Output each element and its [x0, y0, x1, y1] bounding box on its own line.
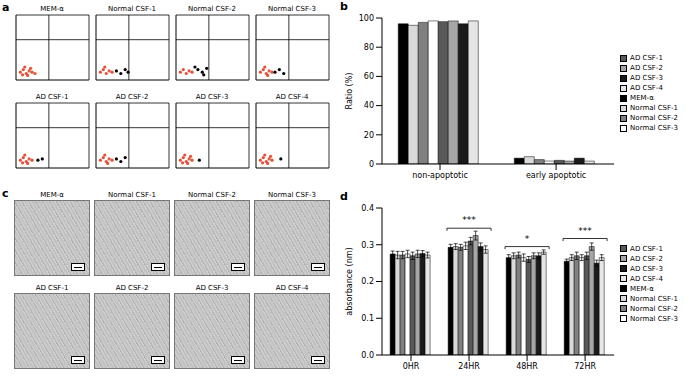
svg-text:non-apoptotic: non-apoptotic [412, 171, 468, 180]
html-text:AD CSF-4: AD CSF-4 [275, 93, 309, 101]
html-text:MEM-α: MEM-α [40, 5, 64, 13]
html-text:Normal CSF-1: Normal CSF-1 [108, 5, 156, 13]
svg-text:***: *** [462, 215, 476, 225]
html-text:Normal CSF-1: Normal CSF-1 [630, 104, 678, 112]
html-text:AD CSF-3: AD CSF-3 [195, 93, 229, 101]
html-text:AD CSF-1: AD CSF-1 [35, 284, 69, 292]
html-text:a: a [2, 1, 10, 14]
html-text:c: c [2, 187, 9, 200]
svg-text:absorbance (nm): absorbance (nm) [345, 247, 354, 315]
svg-text:***: *** [578, 226, 592, 236]
svg-text:20: 20 [364, 131, 374, 140]
svg-text:early apoptotic: early apoptotic [526, 171, 586, 180]
html-text:Normal CSF-3: Normal CSF-3 [630, 124, 678, 132]
html-text:d: d [340, 190, 348, 203]
html-text:b: b [340, 0, 348, 13]
html-text:MEM-α: MEM-α [630, 94, 654, 102]
html-text:Normal CSF-2: Normal CSF-2 [630, 304, 678, 313]
html-text:AD CSF-2: AD CSF-2 [115, 93, 149, 101]
svg-text:0.0: 0.0 [361, 351, 374, 360]
svg-text:80: 80 [364, 43, 374, 52]
html-text:AD CSF-4: AD CSF-4 [630, 84, 663, 92]
html-text:AD CSF-3: AD CSF-3 [630, 74, 663, 82]
svg-text:72HR: 72HR [574, 362, 596, 371]
html-text:AD CSF-1: AD CSF-1 [630, 244, 663, 253]
html-text:AD CSF-2: AD CSF-2 [115, 284, 149, 292]
html-text:Normal CSF-1: Normal CSF-1 [630, 294, 678, 303]
svg-text:40: 40 [364, 101, 374, 110]
html-text:Normal CSF-3: Normal CSF-3 [268, 5, 316, 13]
html-text:AD CSF-2: AD CSF-2 [630, 64, 663, 72]
html-text:AD CSF-3: AD CSF-3 [195, 284, 229, 292]
html-text:AD CSF-1: AD CSF-1 [35, 93, 69, 101]
html-text:Normal CSF-3: Normal CSF-3 [268, 191, 316, 199]
html-text:MEM-α: MEM-α [630, 284, 654, 293]
html-text:Normal CSF-3: Normal CSF-3 [630, 314, 678, 323]
svg-text:24HR: 24HR [458, 362, 480, 371]
html-text:AD CSF-4: AD CSF-4 [630, 274, 663, 283]
html-text:Normal CSF-1: Normal CSF-1 [108, 191, 156, 199]
svg-text:*: * [525, 234, 530, 244]
html-text:Normal CSF-2: Normal CSF-2 [630, 114, 678, 122]
html-text:AD CSF-1: AD CSF-1 [630, 54, 663, 62]
svg-text:0.1: 0.1 [361, 314, 374, 323]
svg-text:48HR: 48HR [516, 362, 538, 371]
html-text:Normal CSF-2: Normal CSF-2 [188, 5, 236, 13]
svg-text:Ratio (%): Ratio (%) [345, 73, 354, 110]
svg-text:100: 100 [359, 14, 374, 23]
svg-text:0.2: 0.2 [361, 277, 374, 286]
html-text:AD CSF-4: AD CSF-4 [275, 284, 309, 292]
html-text:AD CSF-2: AD CSF-2 [630, 254, 663, 263]
svg-text:0.4: 0.4 [361, 204, 374, 213]
svg-text:0.3: 0.3 [361, 241, 374, 250]
html-text:Normal CSF-2: Normal CSF-2 [188, 191, 236, 199]
svg-text:60: 60 [364, 72, 374, 81]
svg-text:0HR: 0HR [403, 362, 420, 371]
html-text:MEM-α: MEM-α [40, 191, 64, 199]
html-text:AD CSF-3: AD CSF-3 [630, 264, 663, 273]
svg-text:0: 0 [369, 160, 374, 169]
